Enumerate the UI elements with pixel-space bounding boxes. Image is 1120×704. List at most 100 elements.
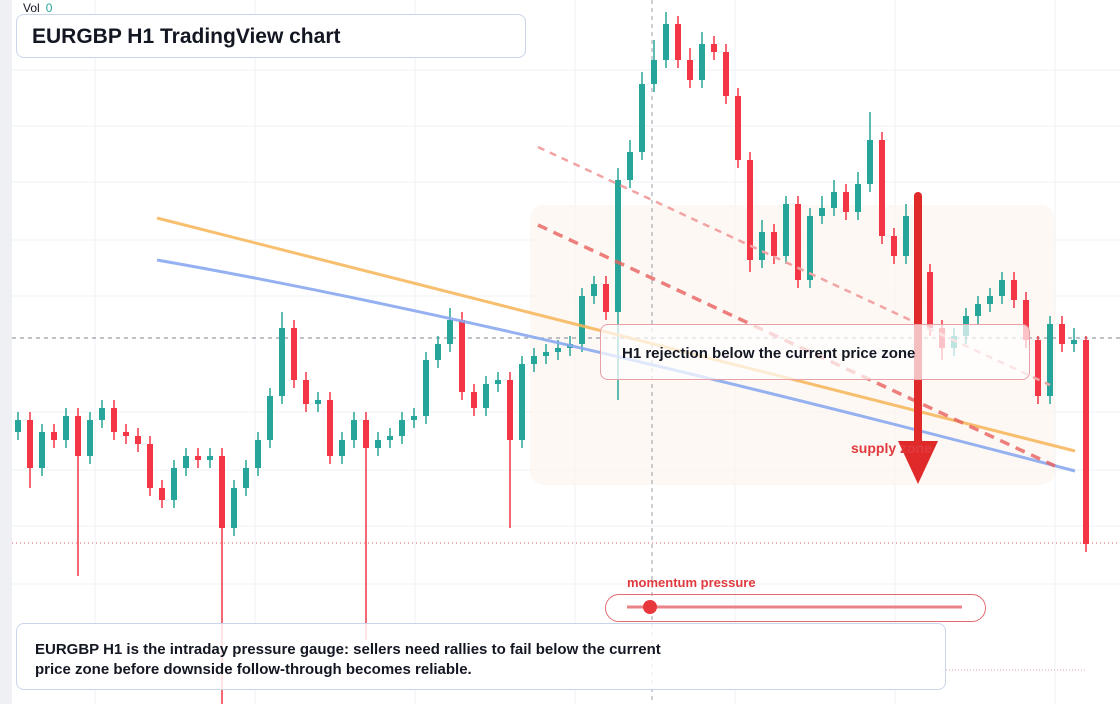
candle-body bbox=[303, 380, 309, 404]
supply-label: supply zone bbox=[851, 440, 932, 456]
candle-body bbox=[759, 232, 765, 260]
candle-body bbox=[987, 296, 993, 304]
trend-line-blue bbox=[156, 258, 1076, 473]
candle-body bbox=[531, 356, 537, 364]
candle-body bbox=[75, 416, 81, 456]
candle-body bbox=[855, 184, 861, 212]
candle-body bbox=[639, 84, 645, 152]
candle-body bbox=[591, 284, 597, 296]
candle-body bbox=[219, 456, 225, 528]
candle-body bbox=[495, 380, 501, 384]
candle-body bbox=[615, 180, 621, 312]
candle-body bbox=[807, 216, 813, 280]
candle-body bbox=[507, 380, 513, 440]
gauge-knob bbox=[643, 600, 657, 614]
candle-body bbox=[255, 440, 261, 468]
candle-body bbox=[1035, 340, 1041, 396]
candle-body bbox=[195, 456, 201, 460]
candle-body bbox=[351, 420, 357, 440]
candle-body bbox=[483, 384, 489, 408]
candle-body bbox=[51, 432, 57, 440]
candle-body bbox=[1023, 300, 1029, 340]
candle-body bbox=[699, 44, 705, 80]
candle-body bbox=[171, 468, 177, 500]
title: EURGBP H1 TradingView chart bbox=[16, 14, 526, 58]
candle-body bbox=[15, 420, 21, 432]
candle-body bbox=[831, 192, 837, 208]
candle-body bbox=[159, 488, 165, 500]
candle-body bbox=[459, 320, 465, 392]
candle-body bbox=[555, 348, 561, 352]
candle-body bbox=[879, 140, 885, 236]
candle-body bbox=[1059, 324, 1065, 344]
candle-body bbox=[1011, 280, 1017, 300]
candle-body bbox=[867, 140, 873, 184]
candle-body bbox=[315, 400, 321, 404]
candle-body bbox=[447, 320, 453, 344]
candle-body bbox=[279, 328, 285, 396]
candle-body bbox=[411, 416, 417, 420]
candle-body bbox=[435, 344, 441, 360]
candle-body bbox=[747, 160, 753, 260]
candle-body bbox=[243, 468, 249, 488]
candle-body bbox=[819, 208, 825, 216]
note: EURGBP H1 is the intraday pressure gauge… bbox=[35, 641, 661, 678]
candle-body bbox=[579, 296, 585, 344]
candle-body bbox=[87, 420, 93, 456]
candle-body bbox=[123, 432, 129, 436]
candle-body bbox=[147, 444, 153, 488]
candle-body bbox=[231, 488, 237, 528]
candle-body bbox=[291, 328, 297, 380]
candle-body bbox=[975, 304, 981, 316]
candle-body bbox=[999, 280, 1005, 296]
candle-body bbox=[627, 152, 633, 180]
candle-body bbox=[387, 436, 393, 440]
candle-body bbox=[207, 456, 213, 460]
candle-body bbox=[1071, 340, 1077, 344]
momentum-label: momentum pressure bbox=[627, 575, 756, 590]
candle-body bbox=[39, 432, 45, 468]
volume-label: Vol bbox=[23, 1, 40, 15]
candle-body bbox=[363, 420, 369, 448]
candle-body bbox=[327, 400, 333, 456]
candle-body bbox=[795, 204, 801, 280]
note-box: EURGBP H1 is the intraday pressure gauge… bbox=[16, 623, 946, 690]
candle-body bbox=[375, 440, 381, 448]
candle-body bbox=[519, 364, 525, 440]
candle-body bbox=[903, 216, 909, 256]
candle-body bbox=[111, 408, 117, 432]
candle-body bbox=[135, 436, 141, 444]
candle-body bbox=[651, 60, 657, 84]
candle-body bbox=[399, 420, 405, 436]
candle-body bbox=[1047, 324, 1053, 396]
candle-body bbox=[735, 96, 741, 160]
candle-body bbox=[723, 52, 729, 96]
candle-body bbox=[771, 232, 777, 256]
arrow-head bbox=[898, 441, 938, 484]
candle-body bbox=[543, 352, 549, 356]
candle-body bbox=[1083, 340, 1089, 544]
candle-body bbox=[183, 456, 189, 468]
candle-body bbox=[267, 396, 273, 440]
rejection-label: H1 rejection below the current price zon… bbox=[600, 324, 1030, 380]
candle-body bbox=[783, 204, 789, 256]
candle-body bbox=[687, 60, 693, 80]
candle-body bbox=[99, 408, 105, 420]
candle-body bbox=[339, 440, 345, 456]
candle-body bbox=[27, 420, 33, 468]
candle-body bbox=[663, 24, 669, 60]
candle-body bbox=[603, 284, 609, 312]
left-edge bbox=[0, 0, 12, 704]
candle-body bbox=[711, 44, 717, 52]
candle-body bbox=[63, 416, 69, 440]
candle-body bbox=[891, 236, 897, 256]
candle-body bbox=[927, 272, 933, 328]
candle-body bbox=[675, 24, 681, 60]
volume-value: 0 bbox=[45, 1, 53, 15]
candle-body bbox=[423, 360, 429, 416]
volume: Vol 0 bbox=[23, 1, 52, 15]
gauge bbox=[605, 594, 986, 622]
candle-body bbox=[471, 392, 477, 408]
